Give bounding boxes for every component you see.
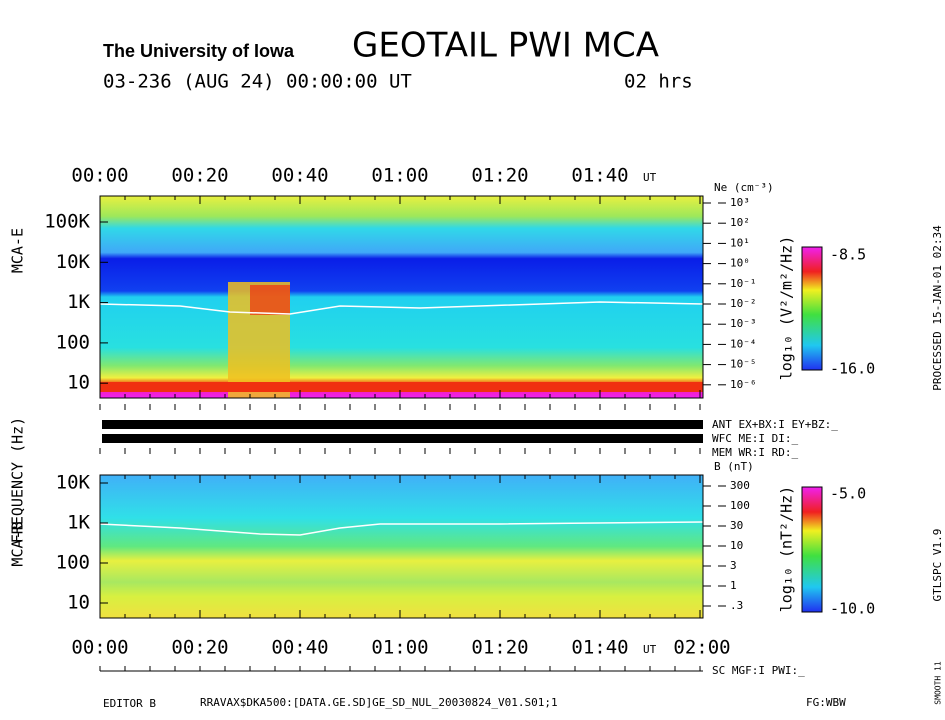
colorbar-label: log₁₀ (nT²/Hz) (778, 486, 796, 612)
colorbar-max: -5.0 (830, 485, 866, 503)
colorbar-min: -16.0 (830, 360, 875, 378)
colorbar-max: -8.5 (830, 246, 866, 264)
y-tick-label: 10K (56, 472, 91, 494)
emission-core (250, 285, 290, 315)
time-label: 01:00 (371, 165, 428, 187)
right-tick-label: 10⁻³ (730, 317, 757, 330)
time-label: 02:00 (673, 637, 730, 659)
y-tick-label: 10K (56, 251, 91, 273)
y-tick-label: 100K (44, 211, 90, 233)
status-bar (102, 420, 703, 429)
y-tick-label: 10 (67, 372, 90, 394)
title: GEOTAIL PWI MCA (352, 26, 659, 66)
time-unit: UT (643, 171, 657, 184)
time-label: 00:40 (271, 637, 328, 659)
colorbar-e (801, 246, 823, 371)
file: RRAVAX$DKA500:[DATA.GE.SD]GE_SD_NUL_2003… (200, 696, 558, 709)
time-unit: UT (643, 643, 657, 656)
right-tick-label: 100 (730, 499, 750, 512)
time-label: 01:00 (371, 637, 428, 659)
time-label: 01:40 (571, 165, 628, 187)
status-line: ANT EX+BX:I EY+BZ:_ (712, 418, 838, 431)
y-tick-label: 1K (67, 291, 90, 313)
right-tick-label: 300 (730, 479, 750, 492)
y-tick-label: 1K (67, 512, 90, 534)
institution: The University of Iowa (103, 41, 295, 61)
right-tick-label: 10⁻⁶ (730, 378, 757, 391)
right-tick-label: 10⁻⁵ (730, 358, 757, 371)
y-tick-label: 100 (56, 552, 90, 574)
right-tick-label: 3 (730, 559, 737, 572)
right-tick-label: 10⁻² (730, 297, 757, 310)
y-tick-label: 100 (56, 331, 90, 353)
right-tick-label: 30 (730, 519, 743, 532)
right-tick-label: 1 (730, 579, 737, 592)
field-line (99, 521, 704, 536)
y-tick-label: 10 (67, 592, 90, 614)
time-label: 00:00 (71, 165, 128, 187)
right-tick-label: 10³ (730, 196, 750, 209)
right-title: Ne (cm⁻³) (714, 181, 774, 194)
time-label: 01:40 (571, 637, 628, 659)
date: 03-236 (AUG 24) 00:00:00 UT (103, 71, 412, 93)
smooth: SMOOTH 11 (934, 661, 943, 705)
status-line: WFC ME:I DI:_ (712, 432, 798, 445)
colorbar-b (801, 486, 823, 613)
low-band (100, 382, 703, 392)
time-label: 00:20 (171, 165, 228, 187)
status-line: MEM WR:I RD:_ (712, 446, 798, 459)
editor: EDITOR B (103, 697, 156, 710)
fg: FG:WBW (806, 696, 846, 709)
time-label: 01:20 (471, 165, 528, 187)
right-title: B (nT) (714, 460, 754, 473)
processed: PROCESSED 15-JAN-01 02:34 (931, 225, 944, 391)
right-tick-label: 10¹ (730, 236, 750, 249)
panel-label: MCA-E (9, 228, 27, 273)
colorbar-label: log₁₀ (V²/m²/Hz) (778, 236, 796, 381)
right-tick-label: 10² (730, 216, 750, 229)
version: GTLSPC V1.9 (931, 529, 944, 602)
y-label: FREQUENCY (Hz) (9, 417, 27, 543)
colorbar-min: -10.0 (830, 600, 875, 618)
spectrogram-e (100, 196, 703, 398)
spectrogram-b (100, 475, 703, 618)
panel-label: MCA-B (9, 521, 27, 566)
right-tick-label: 10⁰ (730, 257, 750, 270)
right-tick-label: 10 (730, 539, 743, 552)
time-label: 00:20 (171, 637, 228, 659)
time-label: 01:20 (471, 637, 528, 659)
right-tick-label: 10⁻⁴ (730, 337, 757, 350)
time-label: 00:00 (71, 637, 128, 659)
right-tick-label: 10⁻¹ (730, 277, 757, 290)
sc-status: SC MGF:I PWI:_ (712, 664, 805, 677)
time-label: 00:40 (271, 165, 328, 187)
right-tick-label: .3 (730, 599, 743, 612)
status-bar (102, 434, 703, 443)
duration: 02 hrs (624, 71, 693, 93)
frame-e (99, 195, 704, 399)
density-line (99, 301, 704, 315)
